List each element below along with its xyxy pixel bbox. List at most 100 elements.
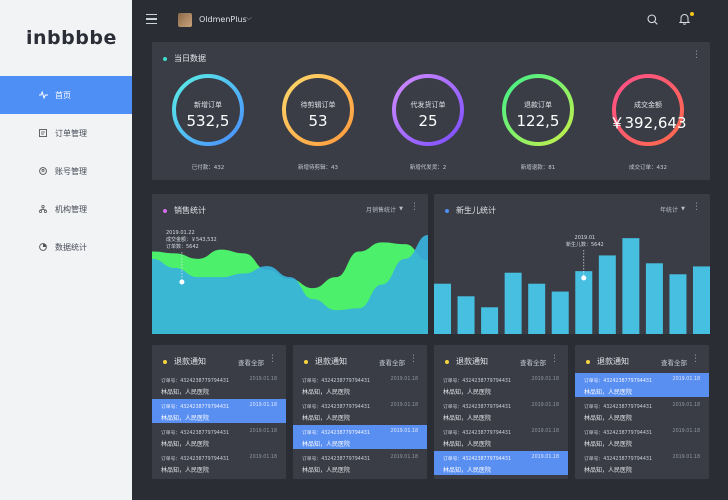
bar[interactable] <box>622 238 640 334</box>
ring-label: 代发货订单 <box>410 101 446 109</box>
more-icon[interactable]: ⋮ <box>550 354 559 364</box>
list-item[interactable]: 订单号：4324238779794431 2019.01.18 林品知，人民医院 <box>152 399 286 423</box>
sidebar-item-label: 订单管理 <box>55 128 87 138</box>
more-icon[interactable]: ⋮ <box>268 354 277 364</box>
title-dot <box>586 359 590 364</box>
hamburger-menu-icon[interactable] <box>146 14 157 25</box>
card-title: 销售统计 <box>174 206 206 215</box>
tooltip-point[interactable] <box>581 275 587 281</box>
order-number: 订单号：4324238779794431 <box>443 379 512 384</box>
bar[interactable] <box>434 283 451 334</box>
title-dot <box>163 359 167 364</box>
view-all-link[interactable]: 查看全部 <box>238 359 264 367</box>
notice-date: 2019.01.18 <box>249 429 277 434</box>
notification-badge <box>690 12 694 16</box>
bar[interactable] <box>598 255 616 334</box>
list-item[interactable]: 订单号：4324238779794431 2019.01.18 林品知，人民医院 <box>434 451 568 475</box>
notice-date: 2019.01.18 <box>531 403 559 408</box>
notice-name: 林品知，人民医院 <box>302 389 351 396</box>
sidebar-item-orders[interactable]: 订单管理 <box>0 114 132 152</box>
ring-label: 退款订单 <box>524 101 552 109</box>
username[interactable]: OldmenPlus <box>199 15 247 24</box>
more-icon[interactable]: ⋮ <box>691 354 700 364</box>
tooltip-point[interactable] <box>179 279 185 285</box>
chevron-down-icon[interactable]: ⌵ <box>246 13 253 22</box>
bar[interactable] <box>504 272 522 334</box>
list-item[interactable]: 订单号：4324238779794431 2019.01.18 林品知，人民医院 <box>293 399 427 423</box>
notice-date: 2019.01.18 <box>672 455 700 460</box>
list-item[interactable]: 订单号：4324238779794431 2019.01.18 林品知，人民医院 <box>575 399 709 423</box>
bar[interactable] <box>575 271 593 334</box>
list-item[interactable]: 订单号：4324238779794431 2019.01.18 林品知，人民医院 <box>434 425 568 449</box>
sidebar-item-home[interactable]: 首页 <box>0 76 132 114</box>
bell-icon[interactable] <box>679 13 690 25</box>
order-number: 订单号：4324238779794431 <box>302 379 371 384</box>
card-title: 退款通知 <box>315 357 347 366</box>
notice-name: 林品知，人民医院 <box>302 441 351 448</box>
order-number: 订单号：4324238779794431 <box>584 431 653 436</box>
refund-notice-card: 退款通知 查看全部 ⋮ 订单号：4324238779794431 2019.01.18 林… <box>152 345 286 479</box>
sidebar-item-label: 机构管理 <box>55 204 87 214</box>
avatar[interactable] <box>178 13 192 27</box>
ring-icon <box>612 74 684 146</box>
ring-icon <box>282 74 354 146</box>
notice-name: 林品知，人民医院 <box>584 415 633 422</box>
title-dot <box>445 359 449 364</box>
view-all-link[interactable]: 查看全部 <box>379 359 405 367</box>
bar[interactable] <box>669 274 687 334</box>
notice-date: 2019.01.18 <box>390 429 418 434</box>
view-all-link[interactable]: 查看全部 <box>520 359 546 367</box>
ring-value: 122,5 <box>516 112 560 130</box>
list-item[interactable]: 订单号：4324238779794431 2019.01.18 林品知，人民医院 <box>575 451 709 475</box>
bar[interactable] <box>693 266 710 334</box>
search-icon[interactable] <box>647 14 658 25</box>
more-icon[interactable]: ⋮ <box>692 202 701 212</box>
list-item[interactable]: 订单号：4324238779794431 2019.01.18 林品知，人民医院 <box>293 373 427 397</box>
ring-sub: 新增待剪辑：43 <box>298 165 338 171</box>
list-item[interactable]: 订单号：4324238779794431 2019.01.18 林品知，人民医院 <box>434 373 568 397</box>
more-icon[interactable]: ⋮ <box>692 50 701 60</box>
notice-date: 2019.01.18 <box>672 429 700 434</box>
sidebar-item-label: 数据统计 <box>55 242 87 252</box>
list-item[interactable]: 订单号：4324238779794431 2019.01.18 林品知，人民医院 <box>152 451 286 475</box>
period-select[interactable]: 月销售统计 <box>365 207 396 214</box>
tooltip-orders: 订单数：5642 <box>166 244 199 250</box>
more-icon[interactable]: ⋮ <box>409 354 418 364</box>
tooltip-date: 2019.01.22 <box>166 230 195 236</box>
list-item[interactable]: 订单号：4324238779794431 2019.01.18 林品知，人民医院 <box>575 373 709 397</box>
list-item[interactable]: 订单号：4324238779794431 2019.01.18 林品知，人民医院 <box>293 425 427 449</box>
ring-icon <box>172 74 244 146</box>
ring-value: ￥392,643 <box>609 114 687 132</box>
sidebar-item-stats[interactable]: 数据统计 <box>0 228 132 266</box>
bar[interactable] <box>457 296 475 334</box>
ring-label: 成交金额 <box>634 101 662 109</box>
period-select[interactable]: 年统计 <box>659 207 678 214</box>
bar[interactable] <box>481 307 499 334</box>
notice-name: 林品知，人民医院 <box>584 389 633 396</box>
title-dot <box>445 208 449 213</box>
ring-sub: 成交订单：432 <box>629 165 667 171</box>
notice-date: 2019.01.18 <box>531 455 559 460</box>
sidebar-item-orgs[interactable]: 机构管理 <box>0 190 132 228</box>
list-item[interactable]: 订单号：4324238779794431 2019.01.18 林品知，人民医院 <box>152 425 286 449</box>
stat-ring: 待剪辑订单 53 新增待剪辑：43 <box>268 72 368 172</box>
account-icon <box>38 166 48 176</box>
bar[interactable] <box>528 283 546 334</box>
list-item[interactable]: 订单号：4324238779794431 2019.01.18 林品知，人民医院 <box>434 399 568 423</box>
bar[interactable] <box>551 291 569 334</box>
notice-name: 林品知，人民医院 <box>443 389 492 396</box>
list-item[interactable]: 订单号：4324238779794431 2019.01.18 林品知，人民医院 <box>152 373 286 397</box>
stat-ring: 代发货订单 25 新增代发货：2 <box>378 72 478 172</box>
caret-down-icon[interactable]: ▼ <box>681 206 685 212</box>
list-item[interactable]: 订单号：4324238779794431 2019.01.18 林品知，人民医院 <box>575 425 709 449</box>
sidebar-item-accounts[interactable]: 账号管理 <box>0 152 132 190</box>
bar[interactable] <box>645 263 663 334</box>
order-number: 订单号：4324238779794431 <box>584 405 653 410</box>
more-icon[interactable]: ⋮ <box>410 202 419 212</box>
refund-notice-card: 退款通知 查看全部 ⋮ 订单号：4324238779794431 2019.01.18 林… <box>434 345 568 479</box>
view-all-link[interactable]: 查看全部 <box>661 359 687 367</box>
list-item[interactable]: 订单号：4324238779794431 2019.01.18 林品知，人民医院 <box>293 451 427 475</box>
notice-date: 2019.01.18 <box>531 377 559 382</box>
caret-down-icon[interactable]: ▼ <box>399 206 403 212</box>
order-number: 订单号：4324238779794431 <box>443 405 512 410</box>
